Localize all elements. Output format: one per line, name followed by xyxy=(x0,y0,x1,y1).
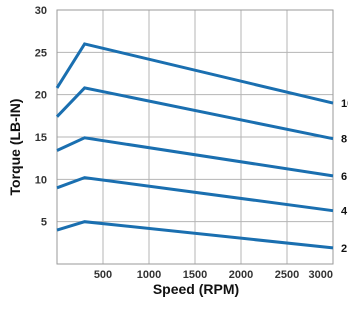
tick-layer: 500 1000 1500 2000 2500 3000 5 10 15 20 25 30 xyxy=(35,5,333,281)
y-tick-label: 15 xyxy=(35,132,47,144)
series-label-4: 4 xyxy=(341,206,348,218)
y-tick-label: 30 xyxy=(35,5,47,17)
x-tick-label: 500 xyxy=(94,269,112,281)
series-line-4 xyxy=(56,176,334,213)
x-tick-label: 1000 xyxy=(137,269,161,281)
series-line-6 xyxy=(56,136,334,178)
series-label-8: 8 xyxy=(341,134,347,146)
series-label-10: 10 xyxy=(341,98,348,110)
series-line-10 xyxy=(55,42,334,105)
x-tick-label: 1500 xyxy=(183,269,207,281)
x-tick-label: 2500 xyxy=(275,269,299,281)
plot-frame xyxy=(56,9,334,265)
series-layer xyxy=(55,42,334,250)
series-label-2: 2 xyxy=(341,243,347,255)
y-tick-label: 25 xyxy=(35,47,47,59)
grid-layer xyxy=(56,9,334,265)
y-tick-label: 5 xyxy=(41,217,47,229)
y-axis-title: Torque (LB-IN) xyxy=(7,99,23,196)
series-line-8 xyxy=(55,86,334,141)
x-tick-label: 3000 xyxy=(309,269,333,281)
y-tick-label: 10 xyxy=(35,174,47,186)
series-label-6: 6 xyxy=(341,171,347,183)
x-tick-label: 2000 xyxy=(229,269,253,281)
series-line-2 xyxy=(56,220,334,250)
x-axis-title: Speed (RPM) xyxy=(153,281,239,297)
y-tick-label: 20 xyxy=(35,90,47,102)
series-label-layer: 10 8 6 4 2 xyxy=(341,98,348,255)
